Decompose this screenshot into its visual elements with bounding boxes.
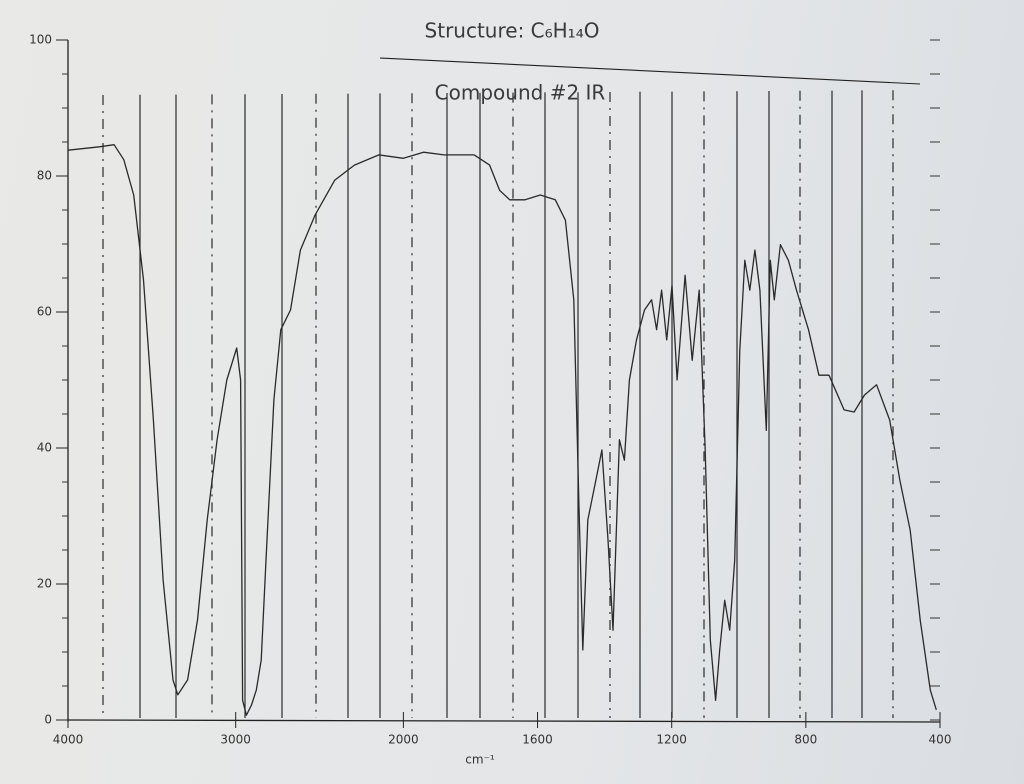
x-tick-label: 2000 bbox=[388, 733, 419, 747]
x-tick-label: 3000 bbox=[220, 733, 251, 747]
x-tick-label: 4000 bbox=[53, 733, 84, 747]
x-tick-label: 800 bbox=[794, 733, 817, 747]
paper-rulings bbox=[62, 39, 940, 721]
y-tick-label: 100 bbox=[29, 33, 52, 47]
x-tick-label: 1200 bbox=[656, 733, 687, 747]
y-tick-label: 80 bbox=[37, 169, 52, 183]
x-tick-label: 400 bbox=[929, 733, 952, 747]
y-tick-label: 20 bbox=[37, 577, 52, 591]
x-axis-label: cm⁻¹ bbox=[465, 753, 495, 767]
x-tick-label: 1600 bbox=[522, 733, 553, 747]
spectrum-line bbox=[67, 144, 937, 716]
chart-subtitle: Compound #2 IR bbox=[435, 81, 606, 105]
chart-title: Structure: C₆H₁₄O bbox=[425, 19, 600, 43]
y-tick-label: 0 bbox=[44, 713, 52, 727]
y-tick-label: 40 bbox=[37, 441, 52, 455]
top-edge bbox=[379, 57, 921, 85]
x-axis bbox=[67, 719, 941, 723]
y-tick-label: 60 bbox=[37, 305, 52, 319]
